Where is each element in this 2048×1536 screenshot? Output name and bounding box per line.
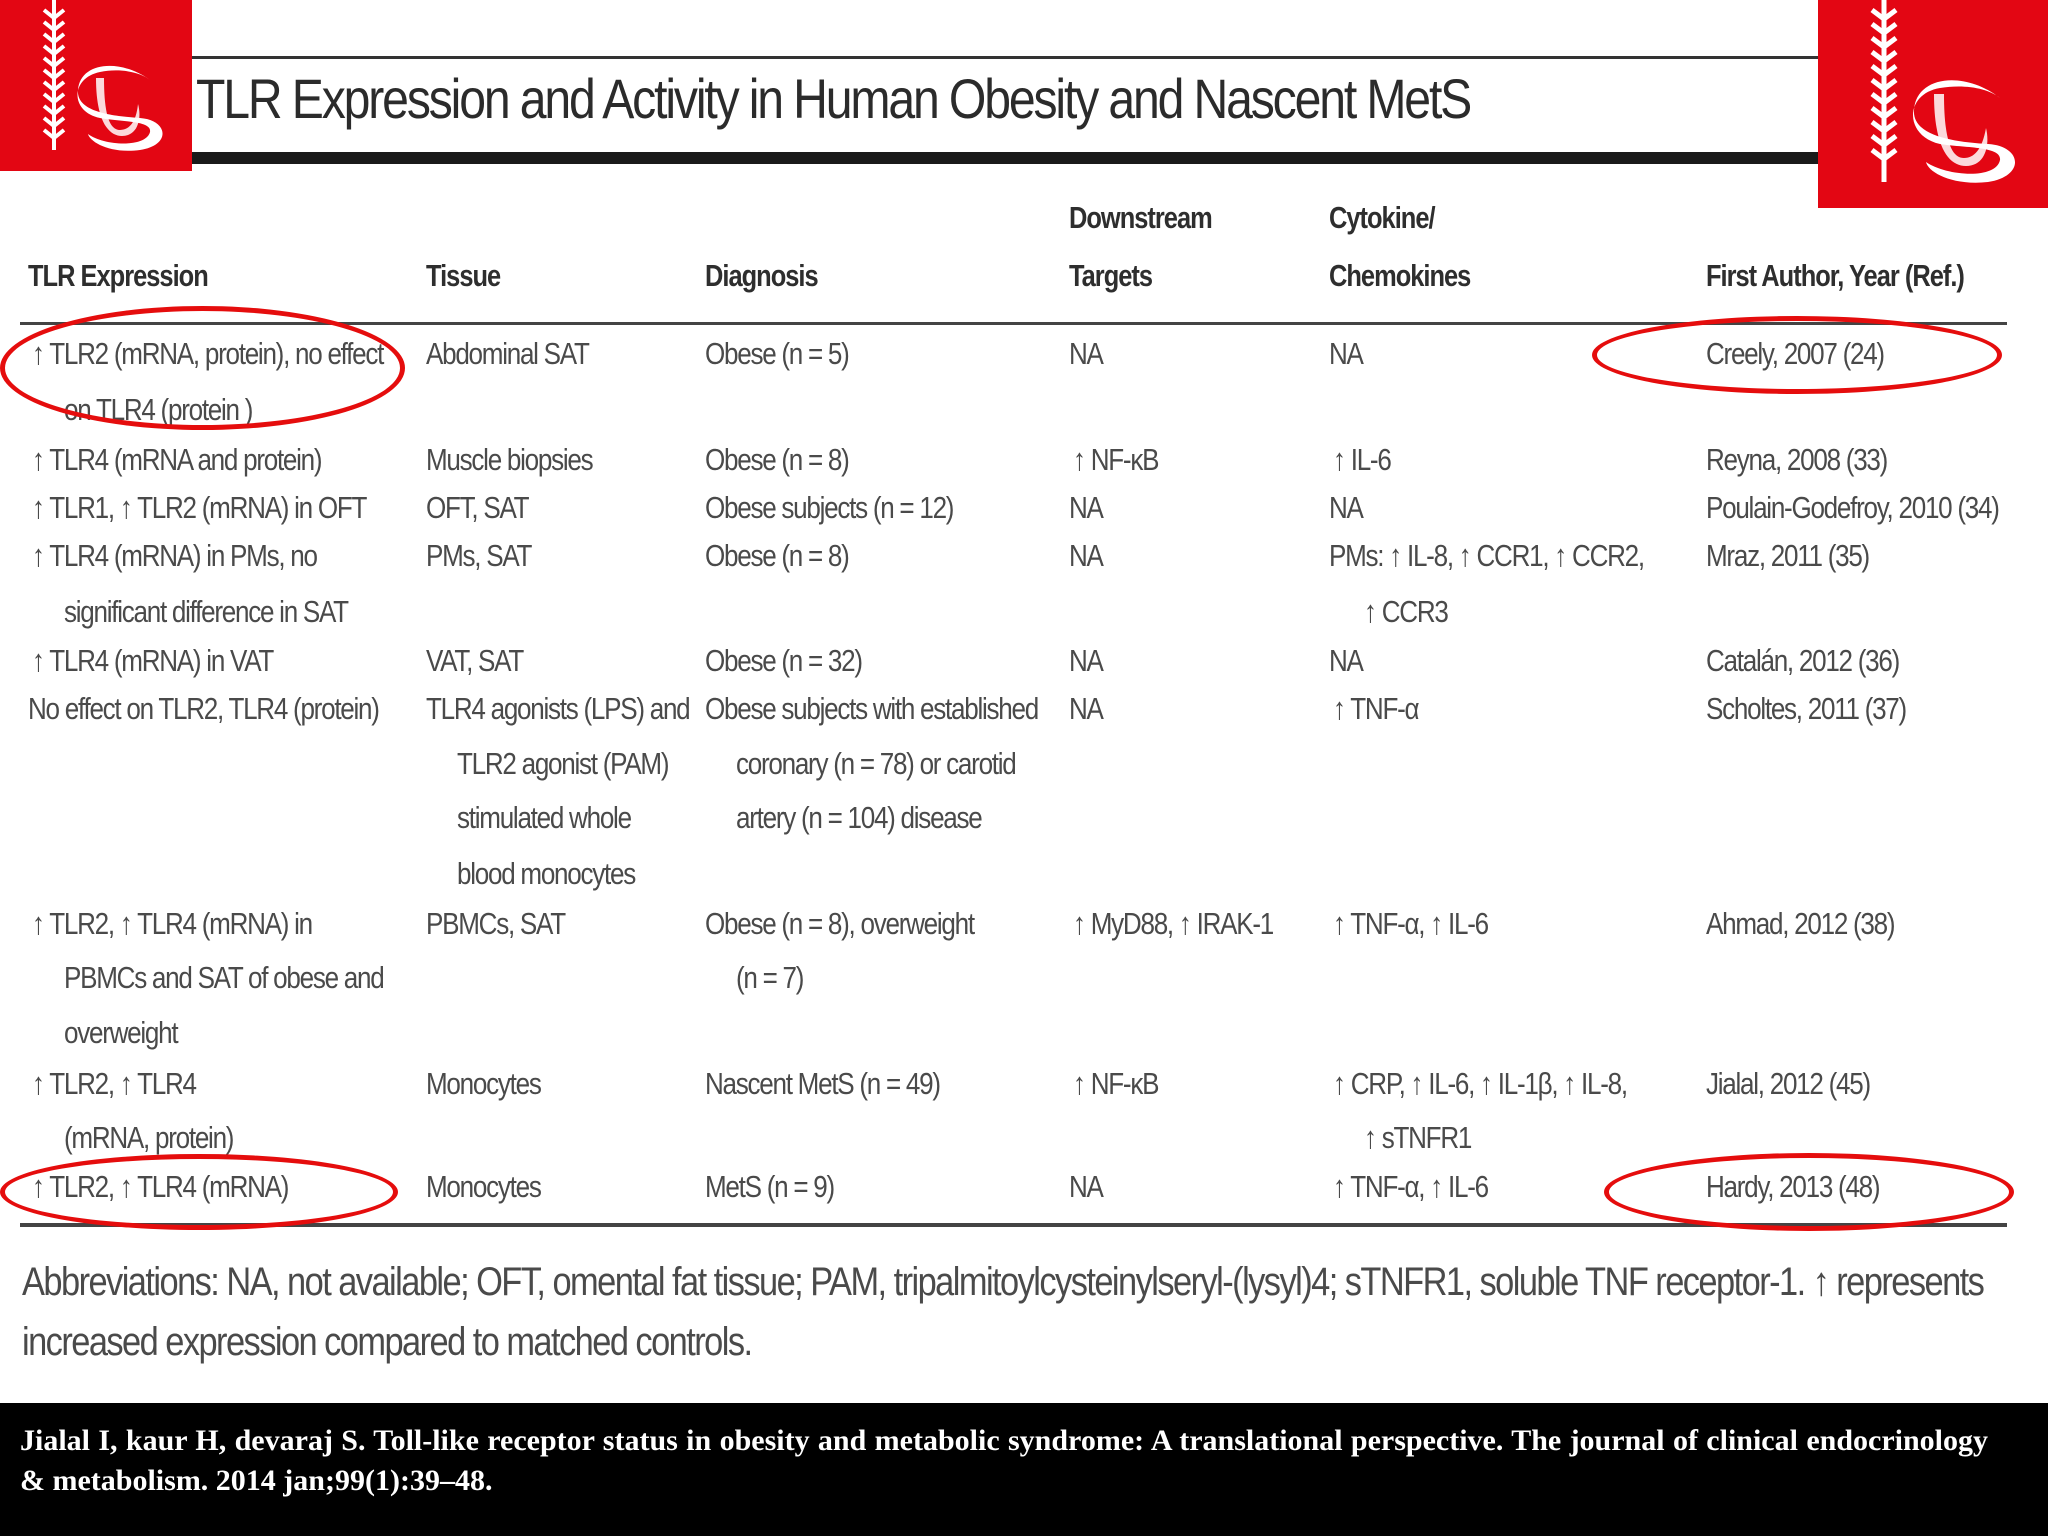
citation-text: Jialal I, kaur H, devaraj S. Toll-like r…	[20, 1424, 1988, 1497]
table-footnote-line2: increased expression compared to matched…	[22, 1320, 753, 1364]
cell-downstream: NA	[1069, 1169, 1104, 1204]
cell-tlr: ↑ TLR1, ↑ TLR2 (mRNA) in OFT	[32, 490, 367, 525]
cell-diagnosis: Obese (n = 5)	[705, 336, 850, 371]
cell-cytokine: ↑ TNF-α	[1333, 691, 1420, 726]
cell-cytokine: PMs: ↑ IL-8, ↑ CCR1, ↑ CCR2,	[1329, 538, 1645, 573]
cell-tlr: significant difference in SAT	[64, 594, 349, 629]
cell-downstream: ↑ NF-κB	[1073, 1066, 1159, 1101]
cell-author: Jialal, 2012 (45)	[1706, 1066, 1871, 1101]
cell-author: Ahmad, 2012 (38)	[1706, 906, 1896, 941]
cell-downstream: NA	[1069, 336, 1104, 371]
header-downstream-line2: Targets	[1069, 258, 1153, 293]
cell-cytokine: ↑ TNF-α, ↑ IL-6	[1333, 1169, 1489, 1204]
cell-tissue: Monocytes	[426, 1169, 542, 1204]
header-diagnosis: Diagnosis	[705, 258, 819, 293]
cell-downstream: NA	[1069, 691, 1104, 726]
slide-title: TLR Expression and Activity in Human Obe…	[196, 67, 1472, 130]
cell-cytokine: NA	[1329, 336, 1364, 371]
cell-tlr: ↑ TLR4 (mRNA and protein)	[32, 442, 323, 477]
cell-downstream: NA	[1069, 490, 1104, 525]
cell-tissue: TLR4 agonists (LPS) and	[426, 691, 691, 726]
cell-diagnosis: artery (n = 104) disease	[736, 800, 983, 835]
highlight-ellipse-creely-author	[1592, 316, 2002, 394]
cell-cytokine: NA	[1329, 643, 1364, 678]
highlight-ellipse-creely-tlr	[0, 306, 405, 430]
cell-diagnosis: Obese (n = 8)	[705, 538, 850, 573]
cell-author: Catalán, 2012 (36)	[1706, 643, 1900, 678]
wheat-emblem-icon	[42, 0, 163, 151]
cell-cytokine: NA	[1329, 490, 1364, 525]
cell-author: Reyna, 2008 (33)	[1706, 442, 1888, 477]
cell-diagnosis: Obese (n = 8), overweight	[705, 906, 975, 941]
logo-right	[1818, 0, 2048, 208]
cell-diagnosis: Nascent MetS (n = 49)	[705, 1066, 941, 1101]
cell-tissue: TLR2 agonist (PAM)	[457, 746, 670, 781]
cell-tissue: PBMCs, SAT	[426, 906, 566, 941]
table-footnote-line1: Abbreviations: NA, not available; OFT, o…	[22, 1260, 1985, 1304]
cell-tlr: PBMCs and SAT of obese and	[64, 960, 385, 995]
cell-cytokine: ↑ CRP, ↑ IL-6, ↑ IL-1β, ↑ IL-8,	[1333, 1066, 1628, 1101]
header-downstream-line1: Downstream	[1069, 200, 1213, 235]
title-rule-top	[192, 56, 1818, 59]
cell-diagnosis: Obese subjects (n = 12)	[705, 490, 954, 525]
cell-downstream: NA	[1069, 643, 1104, 678]
cell-tissue: VAT, SAT	[426, 643, 524, 678]
logo-left	[0, 0, 192, 171]
cell-author: Scholtes, 2011 (37)	[1706, 691, 1907, 726]
cell-author: Mraz, 2011 (35)	[1706, 538, 1870, 573]
cell-tlr: (mRNA, protein)	[64, 1120, 234, 1155]
header-cytokine-line1: Cytokine/	[1329, 200, 1436, 235]
header-tlr-expression: TLR Expression	[28, 258, 209, 293]
cell-diagnosis: Obese subjects with established	[705, 691, 1039, 726]
header-cytokine-line2: Chemokines	[1329, 258, 1471, 293]
cell-cytokine: ↑ sTNFR1	[1364, 1120, 1472, 1155]
header-tissue: Tissue	[426, 258, 501, 293]
cell-diagnosis: coronary (n = 78) or carotid	[736, 746, 1017, 781]
cell-tissue: Abdominal SAT	[426, 336, 590, 371]
cell-tlr: overweight	[64, 1015, 179, 1050]
cell-downstream: ↑ NF-κB	[1073, 442, 1159, 477]
cell-downstream: NA	[1069, 538, 1104, 573]
cell-tissue: Monocytes	[426, 1066, 542, 1101]
citation-bar: Jialal I, kaur H, devaraj S. Toll-like r…	[0, 1403, 2048, 1536]
cell-tlr: ↑ TLR4 (mRNA) in PMs, no	[32, 538, 318, 573]
cell-cytokine: ↑ TNF-α, ↑ IL-6	[1333, 906, 1489, 941]
cell-tissue: stimulated whole	[457, 800, 632, 835]
cell-tissue: Muscle biopsies	[426, 442, 594, 477]
cell-diagnosis: Obese (n = 32)	[705, 643, 863, 678]
title-rule-bottom	[192, 152, 1818, 164]
cell-tissue: OFT, SAT	[426, 490, 530, 525]
cell-cytokine: ↑ IL-6	[1333, 442, 1392, 477]
cell-tlr: ↑ TLR2, ↑ TLR4	[32, 1066, 197, 1101]
header-author: First Author, Year (Ref.)	[1706, 258, 1965, 293]
cell-diagnosis: MetS (n = 9)	[705, 1169, 835, 1204]
highlight-ellipse-hardy-tlr	[0, 1154, 398, 1230]
cell-diagnosis: (n = 7)	[736, 960, 804, 995]
cell-author: Poulain-Godefroy, 2010 (34)	[1706, 490, 2000, 525]
cell-tissue: PMs, SAT	[426, 538, 532, 573]
cell-diagnosis: Obese (n = 8)	[705, 442, 850, 477]
table-bottom-rule	[20, 1223, 2007, 1227]
cell-tlr: ↑ TLR2, ↑ TLR4 (mRNA) in	[32, 906, 313, 941]
wheat-emblem-icon	[1870, 0, 2016, 183]
cell-cytokine: ↑ CCR3	[1364, 594, 1449, 629]
cell-tlr: ↑ TLR4 (mRNA) in VAT	[32, 643, 274, 678]
highlight-ellipse-hardy-author	[1604, 1153, 2014, 1231]
cell-tlr: No effect on TLR2, TLR4 (protein)	[28, 691, 380, 726]
cell-downstream: ↑ MyD88, ↑ IRAK-1	[1073, 906, 1274, 941]
header-rule	[20, 322, 2007, 325]
cell-tissue: blood monocytes	[457, 856, 636, 891]
